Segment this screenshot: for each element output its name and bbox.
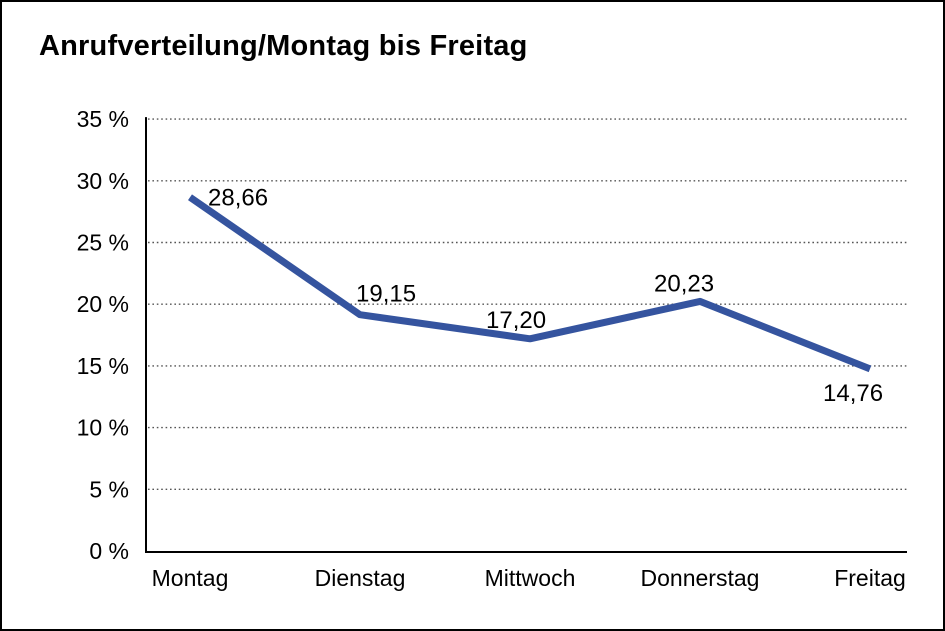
data-point-label: 17,20 <box>486 307 546 334</box>
x-category-label: Freitag <box>834 565 906 591</box>
chart-title: Anrufverteilung/Montag bis Freitag <box>39 30 528 62</box>
y-tick-label: 25 % <box>77 230 129 256</box>
x-category-label: Mittwoch <box>485 565 576 591</box>
data-point-label: 19,15 <box>356 281 416 308</box>
data-point-label: 14,76 <box>823 380 883 407</box>
y-tick-label: 30 % <box>77 168 129 194</box>
y-tick-label: 20 % <box>77 291 129 317</box>
y-tick-label: 5 % <box>89 476 129 502</box>
x-category-label: Donnerstag <box>641 565 760 591</box>
data-point-label: 20,23 <box>654 270 714 297</box>
y-tick-label: 35 % <box>77 106 129 132</box>
y-tick-label: 15 % <box>77 353 129 379</box>
y-tick-label: 0 % <box>89 538 129 564</box>
x-category-label: Dienstag <box>315 565 406 591</box>
data-point-label: 28,66 <box>208 184 268 211</box>
x-category-label: Montag <box>152 565 229 591</box>
y-tick-label: 10 % <box>77 415 129 441</box>
data-line-series <box>188 194 872 373</box>
